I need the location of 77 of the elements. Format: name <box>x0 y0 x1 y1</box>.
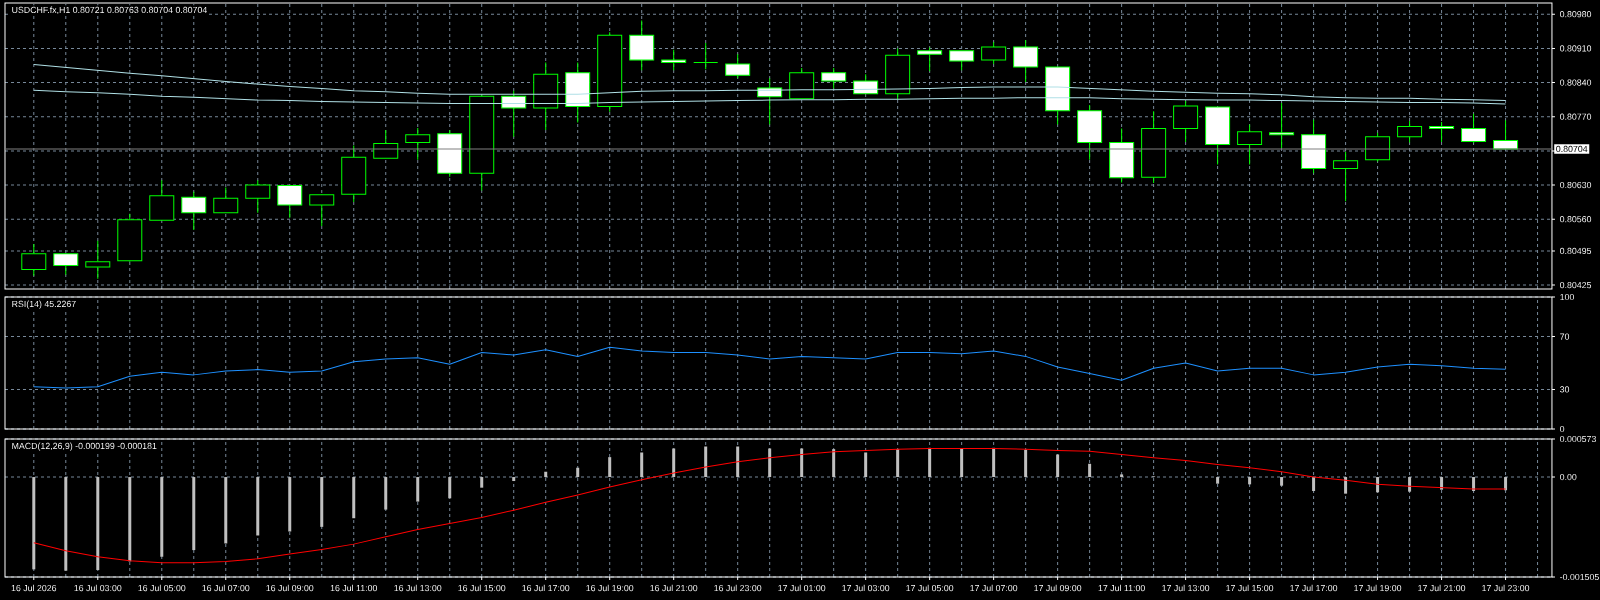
bar <box>896 449 900 478</box>
bar <box>416 477 420 502</box>
bar <box>992 447 996 478</box>
bar <box>608 457 612 478</box>
line-series <box>33 346 1507 389</box>
bar <box>224 477 228 544</box>
bar <box>864 452 868 478</box>
x-tick-label: 16 Jul 2026 <box>11 584 57 592</box>
bar <box>128 477 132 562</box>
bar <box>448 477 452 499</box>
x-tick-label: 17 Jul 13:00 <box>1162 584 1210 592</box>
x-tick-label: 16 Jul 17:00 <box>522 584 570 592</box>
y-tick-label: -0.001505 <box>1560 573 1599 581</box>
bar <box>512 477 516 482</box>
bar <box>1376 477 1380 493</box>
bar <box>64 477 68 571</box>
x-tick-label: 16 Jul 05:00 <box>138 584 186 592</box>
bar <box>288 477 292 532</box>
bar <box>96 477 100 571</box>
bar <box>832 449 836 478</box>
bar <box>1088 463 1092 478</box>
x-tick-label: 17 Jul 19:00 <box>1354 584 1402 592</box>
x-tick-label: 17 Jul 11:00 <box>1098 584 1145 592</box>
bar <box>1280 477 1284 486</box>
bar <box>256 477 260 536</box>
x-tick-label: 17 Jul 03:00 <box>842 584 890 592</box>
x-tick-label: 16 Jul 23:00 <box>714 584 762 592</box>
bar <box>384 477 388 510</box>
x-tick-label: 16 Jul 09:00 <box>266 584 314 592</box>
bar <box>1120 474 1124 478</box>
bar <box>1056 454 1060 478</box>
x-tick-label: 17 Jul 23:00 <box>1482 584 1530 592</box>
bar <box>544 471 548 478</box>
bar <box>960 448 964 478</box>
bar <box>320 477 324 527</box>
bar <box>1344 477 1348 494</box>
bar <box>576 467 580 478</box>
x-tick-label: 16 Jul 21:00 <box>650 584 698 592</box>
bar <box>640 452 644 478</box>
x-tick-label: 17 Jul 05:00 <box>906 584 954 592</box>
bar <box>704 446 708 478</box>
y-tick-label: 0.000573 <box>1560 435 1596 443</box>
bar <box>192 477 196 551</box>
bar <box>32 477 36 570</box>
y-tick-label: 30 <box>1560 386 1570 393</box>
x-tick-label: 17 Jul 07:00 <box>970 584 1018 592</box>
x-tick-label: 16 Jul 13:00 <box>394 584 442 592</box>
bar <box>160 477 164 557</box>
x-tick-label: 16 Jul 15:00 <box>458 584 506 592</box>
bar <box>1408 477 1412 492</box>
y-tick-label: 0.00 <box>1560 473 1577 481</box>
x-tick-label: 17 Jul 01:00 <box>778 584 826 592</box>
x-tick-label: 17 Jul 15:00 <box>1226 584 1274 592</box>
bar <box>736 446 740 478</box>
x-tick-label: 17 Jul 09:00 <box>1034 584 1082 592</box>
x-tick-label: 16 Jul 11:00 <box>330 584 378 592</box>
x-tick-label: 16 Jul 07:00 <box>202 584 250 592</box>
y-tick-label: 100 <box>1560 293 1575 301</box>
y-tick-label: 0 <box>1560 425 1565 433</box>
bar <box>768 448 772 478</box>
bar <box>1216 477 1220 484</box>
bar <box>1024 449 1028 478</box>
y-tick-label: 70 <box>1560 333 1570 340</box>
bar <box>800 448 804 478</box>
x-tick-label: 17 Jul 17:00 <box>1290 584 1338 592</box>
bar <box>352 477 356 519</box>
bar <box>1248 477 1252 485</box>
bar <box>1312 477 1316 491</box>
x-tick-label: 16 Jul 19:00 <box>586 584 634 592</box>
x-tick-label: 17 Jul 21:00 <box>1418 584 1466 592</box>
chart-title: MACD(12,26,9) -0.000199 -0.000181 <box>12 442 157 451</box>
chart-title: RSI(14) 45.2267 <box>12 300 76 309</box>
bar <box>672 448 676 478</box>
bar <box>480 477 484 488</box>
bar <box>1440 477 1444 490</box>
bar <box>928 447 932 478</box>
x-tick-label: 16 Jul 03:00 <box>74 584 122 592</box>
